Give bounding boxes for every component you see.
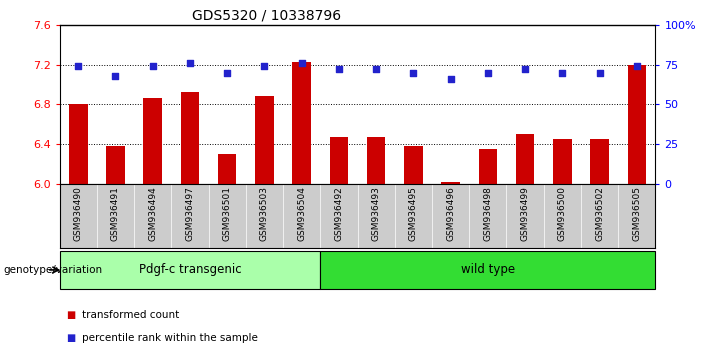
Text: GSM936502: GSM936502 (595, 186, 604, 241)
Text: GSM936505: GSM936505 (632, 186, 641, 241)
Text: GSM936503: GSM936503 (260, 186, 269, 241)
Text: Pdgf-c transgenic: Pdgf-c transgenic (139, 263, 241, 276)
Point (631, 63, 642, 69)
Text: GSM936499: GSM936499 (521, 186, 529, 241)
Point (482, 70, 494, 75)
Bar (442, 182, 460, 184)
Text: GSM936504: GSM936504 (297, 186, 306, 241)
Point (594, 70, 605, 75)
Bar (60, 251, 320, 289)
Text: GSM936498: GSM936498 (484, 186, 492, 241)
Point (222, 70, 233, 75)
Point (184, 60, 196, 66)
Text: GDS5320 / 10338796: GDS5320 / 10338796 (192, 9, 341, 23)
Text: GSM936495: GSM936495 (409, 186, 418, 241)
Point (408, 70, 419, 75)
Point (110, 73, 121, 79)
Bar (516, 134, 534, 184)
Bar (590, 139, 609, 184)
Bar (69, 104, 88, 184)
Text: GSM936500: GSM936500 (558, 186, 567, 241)
Bar (627, 64, 646, 184)
Point (333, 67, 344, 72)
Point (296, 60, 307, 66)
Bar (181, 92, 199, 184)
Text: transformed count: transformed count (82, 310, 179, 320)
Point (259, 63, 270, 69)
Text: GSM936501: GSM936501 (223, 186, 231, 241)
Bar (144, 98, 162, 184)
Text: GSM936491: GSM936491 (111, 186, 120, 241)
Bar (479, 149, 497, 184)
Bar (320, 251, 655, 289)
Point (557, 70, 568, 75)
Bar (255, 96, 273, 184)
Bar (367, 137, 386, 184)
Text: ■: ■ (67, 333, 76, 343)
Bar (329, 137, 348, 184)
Text: wild type: wild type (461, 263, 515, 276)
Text: GSM936494: GSM936494 (148, 186, 157, 241)
Text: GSM936492: GSM936492 (334, 186, 343, 241)
Point (73, 63, 84, 69)
Bar (292, 62, 311, 184)
Text: genotype/variation: genotype/variation (4, 265, 102, 275)
Text: GSM936496: GSM936496 (446, 186, 455, 241)
Point (519, 67, 531, 72)
Bar (404, 146, 423, 184)
Bar (218, 154, 236, 184)
Text: percentile rank within the sample: percentile rank within the sample (82, 333, 258, 343)
Text: GSM936497: GSM936497 (186, 186, 194, 241)
Text: GSM936493: GSM936493 (372, 186, 381, 241)
Point (147, 63, 158, 69)
Point (445, 76, 456, 82)
Bar (553, 139, 571, 184)
Text: GSM936490: GSM936490 (74, 186, 83, 241)
Text: ■: ■ (67, 310, 76, 320)
Point (371, 67, 382, 72)
Bar (106, 146, 125, 184)
